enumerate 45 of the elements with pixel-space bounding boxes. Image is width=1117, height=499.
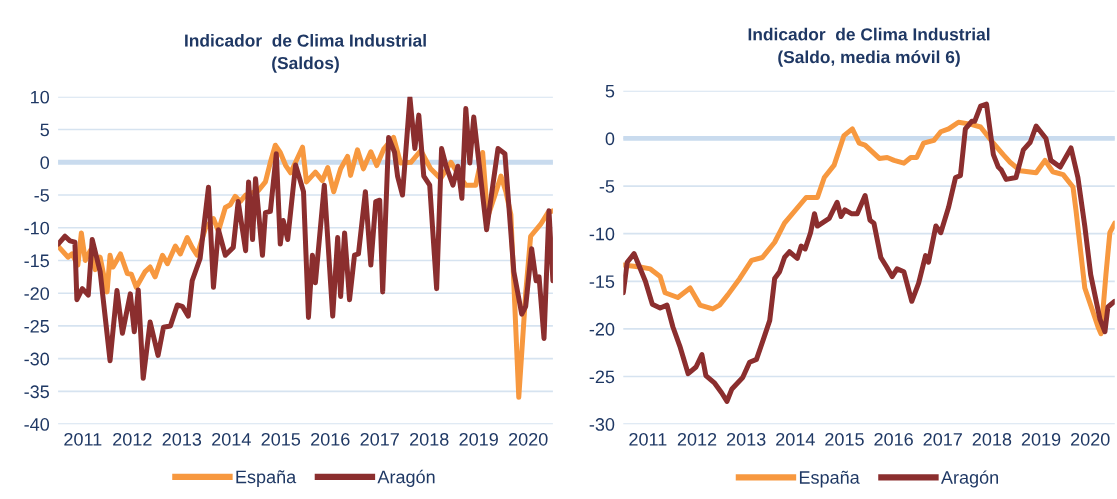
chart-title: Indicador de Clima Industrial (Saldo, media móvil 6) [748, 27, 990, 67]
x-tick-label: 2011 [629, 432, 667, 446]
y-tick-label: -30 [589, 418, 615, 431]
x-tick-label: 2014 [776, 432, 815, 446]
y-tick-label: -5 [599, 180, 615, 193]
y-tick-label: -40 [24, 418, 50, 431]
y-tick-label: 0 [40, 156, 50, 169]
x-tick-label: 2014 [212, 432, 251, 446]
x-tick-label: 2017 [360, 432, 399, 446]
x-tick-label: 2018 [410, 432, 449, 446]
chart-title: Indicador de Clima Industrial (Saldos) [185, 33, 426, 73]
y-tick-label: -30 [24, 352, 50, 366]
x-tick-label: 2017 [923, 432, 962, 446]
y-tick-label: -5 [34, 189, 49, 202]
y-tick-label: -10 [589, 227, 615, 241]
x-tick-label: 2019 [459, 432, 498, 446]
y-tick-label: -20 [589, 322, 615, 336]
legend-label: España [236, 470, 297, 487]
x-tick-label: 2015 [261, 432, 301, 446]
x-tick-label: 2015 [825, 432, 864, 446]
y-tick-label: -15 [589, 275, 615, 289]
y-tick-label: 10 [31, 90, 50, 104]
y-tick-label: -10 [24, 221, 50, 235]
y-tick-label: -15 [24, 254, 49, 268]
y-tick-label: -20 [24, 287, 50, 300]
x-tick-label: 2011 [64, 432, 102, 446]
y-tick-label: 5 [605, 84, 615, 98]
x-tick-label: 2019 [1021, 432, 1061, 446]
y-tick-label: -35 [24, 385, 49, 399]
legend-label: Aragón [940, 470, 998, 488]
legend-label: Aragón [377, 469, 435, 487]
x-tick-label: 2013 [726, 432, 766, 446]
x-tick-label: 2013 [162, 432, 202, 446]
legend-label: España [799, 470, 860, 488]
y-tick-label: -25 [589, 370, 615, 384]
y-tick-label: 0 [605, 132, 615, 146]
x-tick-label: 2020 [509, 432, 548, 446]
x-tick-label: 2016 [874, 432, 913, 446]
x-tick-label: 2016 [311, 432, 350, 446]
x-tick-label: 2012 [113, 432, 152, 446]
x-tick-label: 2020 [1071, 432, 1110, 446]
x-tick-label: 2018 [972, 432, 1012, 446]
y-tick-label: -25 [24, 319, 49, 333]
y-tick-label: 5 [40, 123, 49, 137]
x-tick-label: 2012 [677, 432, 717, 446]
